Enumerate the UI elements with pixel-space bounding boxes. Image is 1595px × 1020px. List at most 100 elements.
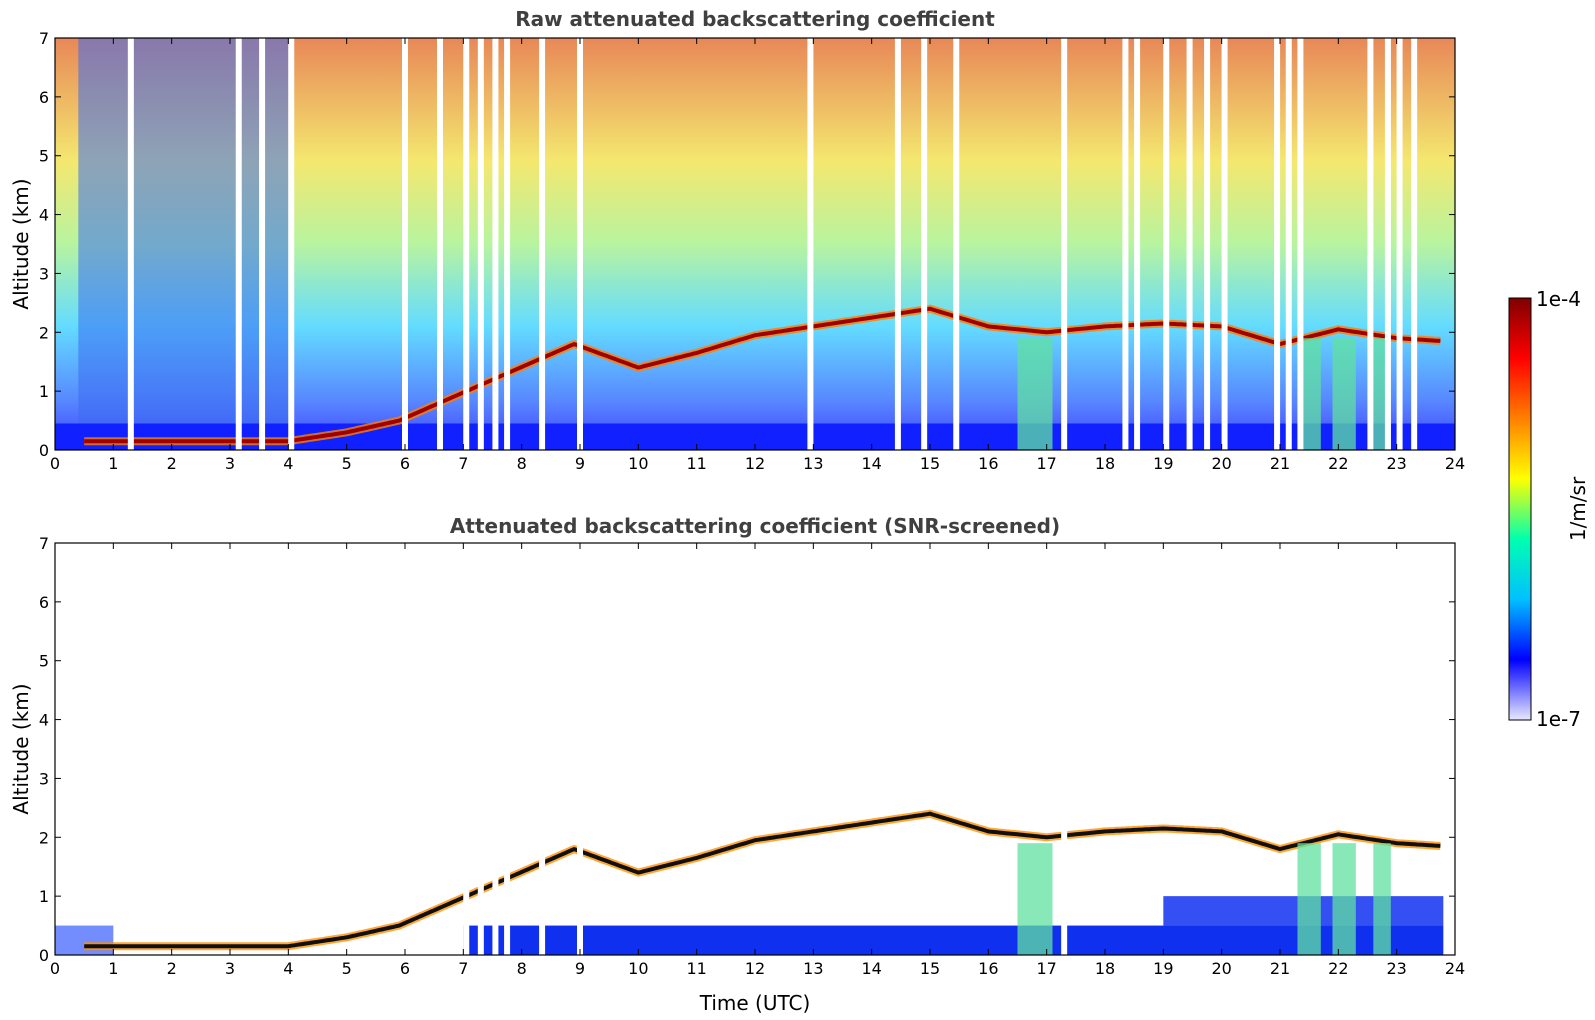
raw-x-tick-label: 10: [628, 454, 648, 473]
screened-data-gap: [539, 543, 546, 955]
raw-data-gap: [127, 38, 134, 450]
screened-x-tick-label: 9: [575, 959, 585, 978]
screened-y-axis-label: Altitude (km): [9, 683, 33, 814]
screened-x-tick-label: 20: [1211, 959, 1231, 978]
raw-y-axis: 0 1 2 3 4 5 6 7: [39, 29, 1455, 460]
raw-data-gap: [1122, 38, 1129, 450]
raw-data-gap: [953, 38, 960, 450]
screened-surface-band: [55, 925, 114, 955]
screened-x-tick-label: 3: [225, 959, 235, 978]
screened-x-tick-label: 21: [1270, 959, 1290, 978]
screened-data-gap: [1061, 543, 1068, 955]
raw-data-gap: [1061, 38, 1068, 450]
raw-x-tick-label: 17: [1036, 454, 1056, 473]
raw-x-tick-label: 4: [283, 454, 293, 473]
screened-x-tick-label: 1: [108, 959, 118, 978]
screened-panel-title: Attenuated backscattering coefficient (S…: [450, 514, 1060, 538]
raw-data-gap: [1134, 38, 1141, 450]
screened-y-tick-label: 7: [39, 534, 49, 553]
raw-clear-period: [78, 38, 289, 450]
raw-data-gap: [1396, 38, 1403, 450]
screened-x-tick-label: 18: [1095, 959, 1115, 978]
raw-data-gap: [463, 38, 470, 450]
raw-x-tick-label: 12: [745, 454, 765, 473]
screened-fallstreak: [1017, 843, 1053, 955]
screened-x-tick-label: 10: [628, 959, 648, 978]
screened-backscatter-panel: Attenuated backscattering coefficient (S…: [9, 514, 1465, 1015]
raw-data-gap: [1274, 38, 1281, 450]
raw-x-tick-label: 13: [803, 454, 823, 473]
screened-x-tick-label: 4: [283, 959, 293, 978]
raw-x-tick-label: 18: [1095, 454, 1115, 473]
raw-fallstreak: [1332, 338, 1356, 450]
screened-y-tick-label: 4: [39, 711, 49, 730]
raw-data-gap: [577, 38, 583, 450]
screened-data-gap: [577, 543, 583, 955]
screened-fallstreak: [1373, 843, 1391, 955]
screened-cloud-layer: [84, 811, 1441, 949]
raw-data-gap: [1221, 38, 1228, 450]
raw-y-tick-label: 4: [39, 206, 49, 225]
screened-x-axis: 0 1 2 3 4 5 6 7 8 9 10 11 12 13 14 15 16 17 18 19 20 21 22 23 24: [50, 543, 1465, 978]
screened-y-tick-label: 6: [39, 593, 49, 612]
raw-data-gap: [437, 38, 443, 450]
raw-fallstreak: [1017, 338, 1053, 450]
screened-x-tick-label: 11: [686, 959, 706, 978]
screened-x-tick-label: 23: [1386, 959, 1406, 978]
screened-y-axis: 0 1 2 3 4 5 6 7: [39, 534, 1455, 965]
raw-y-tick-label: 5: [39, 147, 49, 166]
raw-x-tick-label: 22: [1328, 454, 1348, 473]
screened-y-tick-label: 3: [39, 769, 49, 788]
raw-cloud-layer: [84, 306, 1441, 444]
raw-data-gap: [1186, 38, 1193, 450]
screened-data-gap: [463, 543, 470, 955]
raw-data-gap: [402, 38, 408, 450]
raw-y-tick-label: 6: [39, 88, 49, 107]
raw-data-gap: [235, 38, 242, 450]
raw-data-gap: [477, 38, 484, 450]
raw-x-axis: 0 1 2 3 4 5 6 7 8 9 10 11 12 13 14 15 16 17 18 19 20 21 22 23 24: [50, 38, 1465, 473]
raw-data-gap: [504, 38, 511, 450]
screened-x-tick-label: 12: [745, 959, 765, 978]
screened-data-gap: [504, 543, 511, 955]
raw-data-gap: [1367, 38, 1374, 450]
raw-x-tick-label: 24: [1445, 454, 1465, 473]
raw-x-tick-label: 2: [167, 454, 177, 473]
raw-x-tick-label: 19: [1153, 454, 1173, 473]
raw-panel-title: Raw attenuated backscattering coefficien…: [515, 7, 995, 31]
raw-backscatter-panel: Raw attenuated backscattering coefficien…: [9, 7, 1465, 473]
screened-plot-frame: [54, 542, 1456, 956]
raw-x-tick-label: 11: [686, 454, 706, 473]
screened-y-tick-label: 0: [39, 946, 49, 965]
raw-data-gap: [1384, 38, 1391, 450]
raw-y-tick-label: 3: [39, 264, 49, 283]
screened-x-tick-label: 7: [458, 959, 468, 978]
raw-x-tick-label: 15: [920, 454, 940, 473]
screened-data-gap: [477, 543, 484, 955]
raw-y-tick-label: 7: [39, 29, 49, 48]
colorbar-max-label: 1e-4: [1536, 287, 1581, 311]
screened-y-tick-label: 1: [39, 887, 49, 906]
raw-data-gap: [894, 38, 901, 450]
raw-x-tick-label: 3: [225, 454, 235, 473]
screened-x-tick-label: 2: [167, 959, 177, 978]
raw-data-gap: [1285, 38, 1292, 450]
screened-fallstreak: [1332, 843, 1356, 955]
screened-x-tick-label: 8: [517, 959, 527, 978]
raw-data-gap: [1204, 38, 1211, 450]
screened-x-tick-label: 14: [861, 959, 881, 978]
screened-data-gap: [492, 543, 499, 955]
colorbar: 1e-4 1e-7 1/m/sr: [1508, 287, 1590, 731]
raw-y-axis-label: Altitude (km): [9, 178, 33, 309]
raw-x-tick-label: 5: [342, 454, 352, 473]
raw-data-gap: [1411, 38, 1418, 450]
raw-y-tick-label: 0: [39, 441, 49, 460]
screened-surface-band: [463, 925, 1444, 955]
screened-y-tick-label: 2: [39, 828, 49, 847]
screened-x-tick-label: 5: [342, 959, 352, 978]
screened-heatmap: [55, 543, 1444, 955]
raw-x-tick-label: 9: [575, 454, 585, 473]
x-axis-label: Time (UTC): [699, 991, 811, 1015]
raw-data-gap: [259, 38, 266, 450]
colorbar-unit-label: 1/m/sr: [1566, 476, 1590, 541]
